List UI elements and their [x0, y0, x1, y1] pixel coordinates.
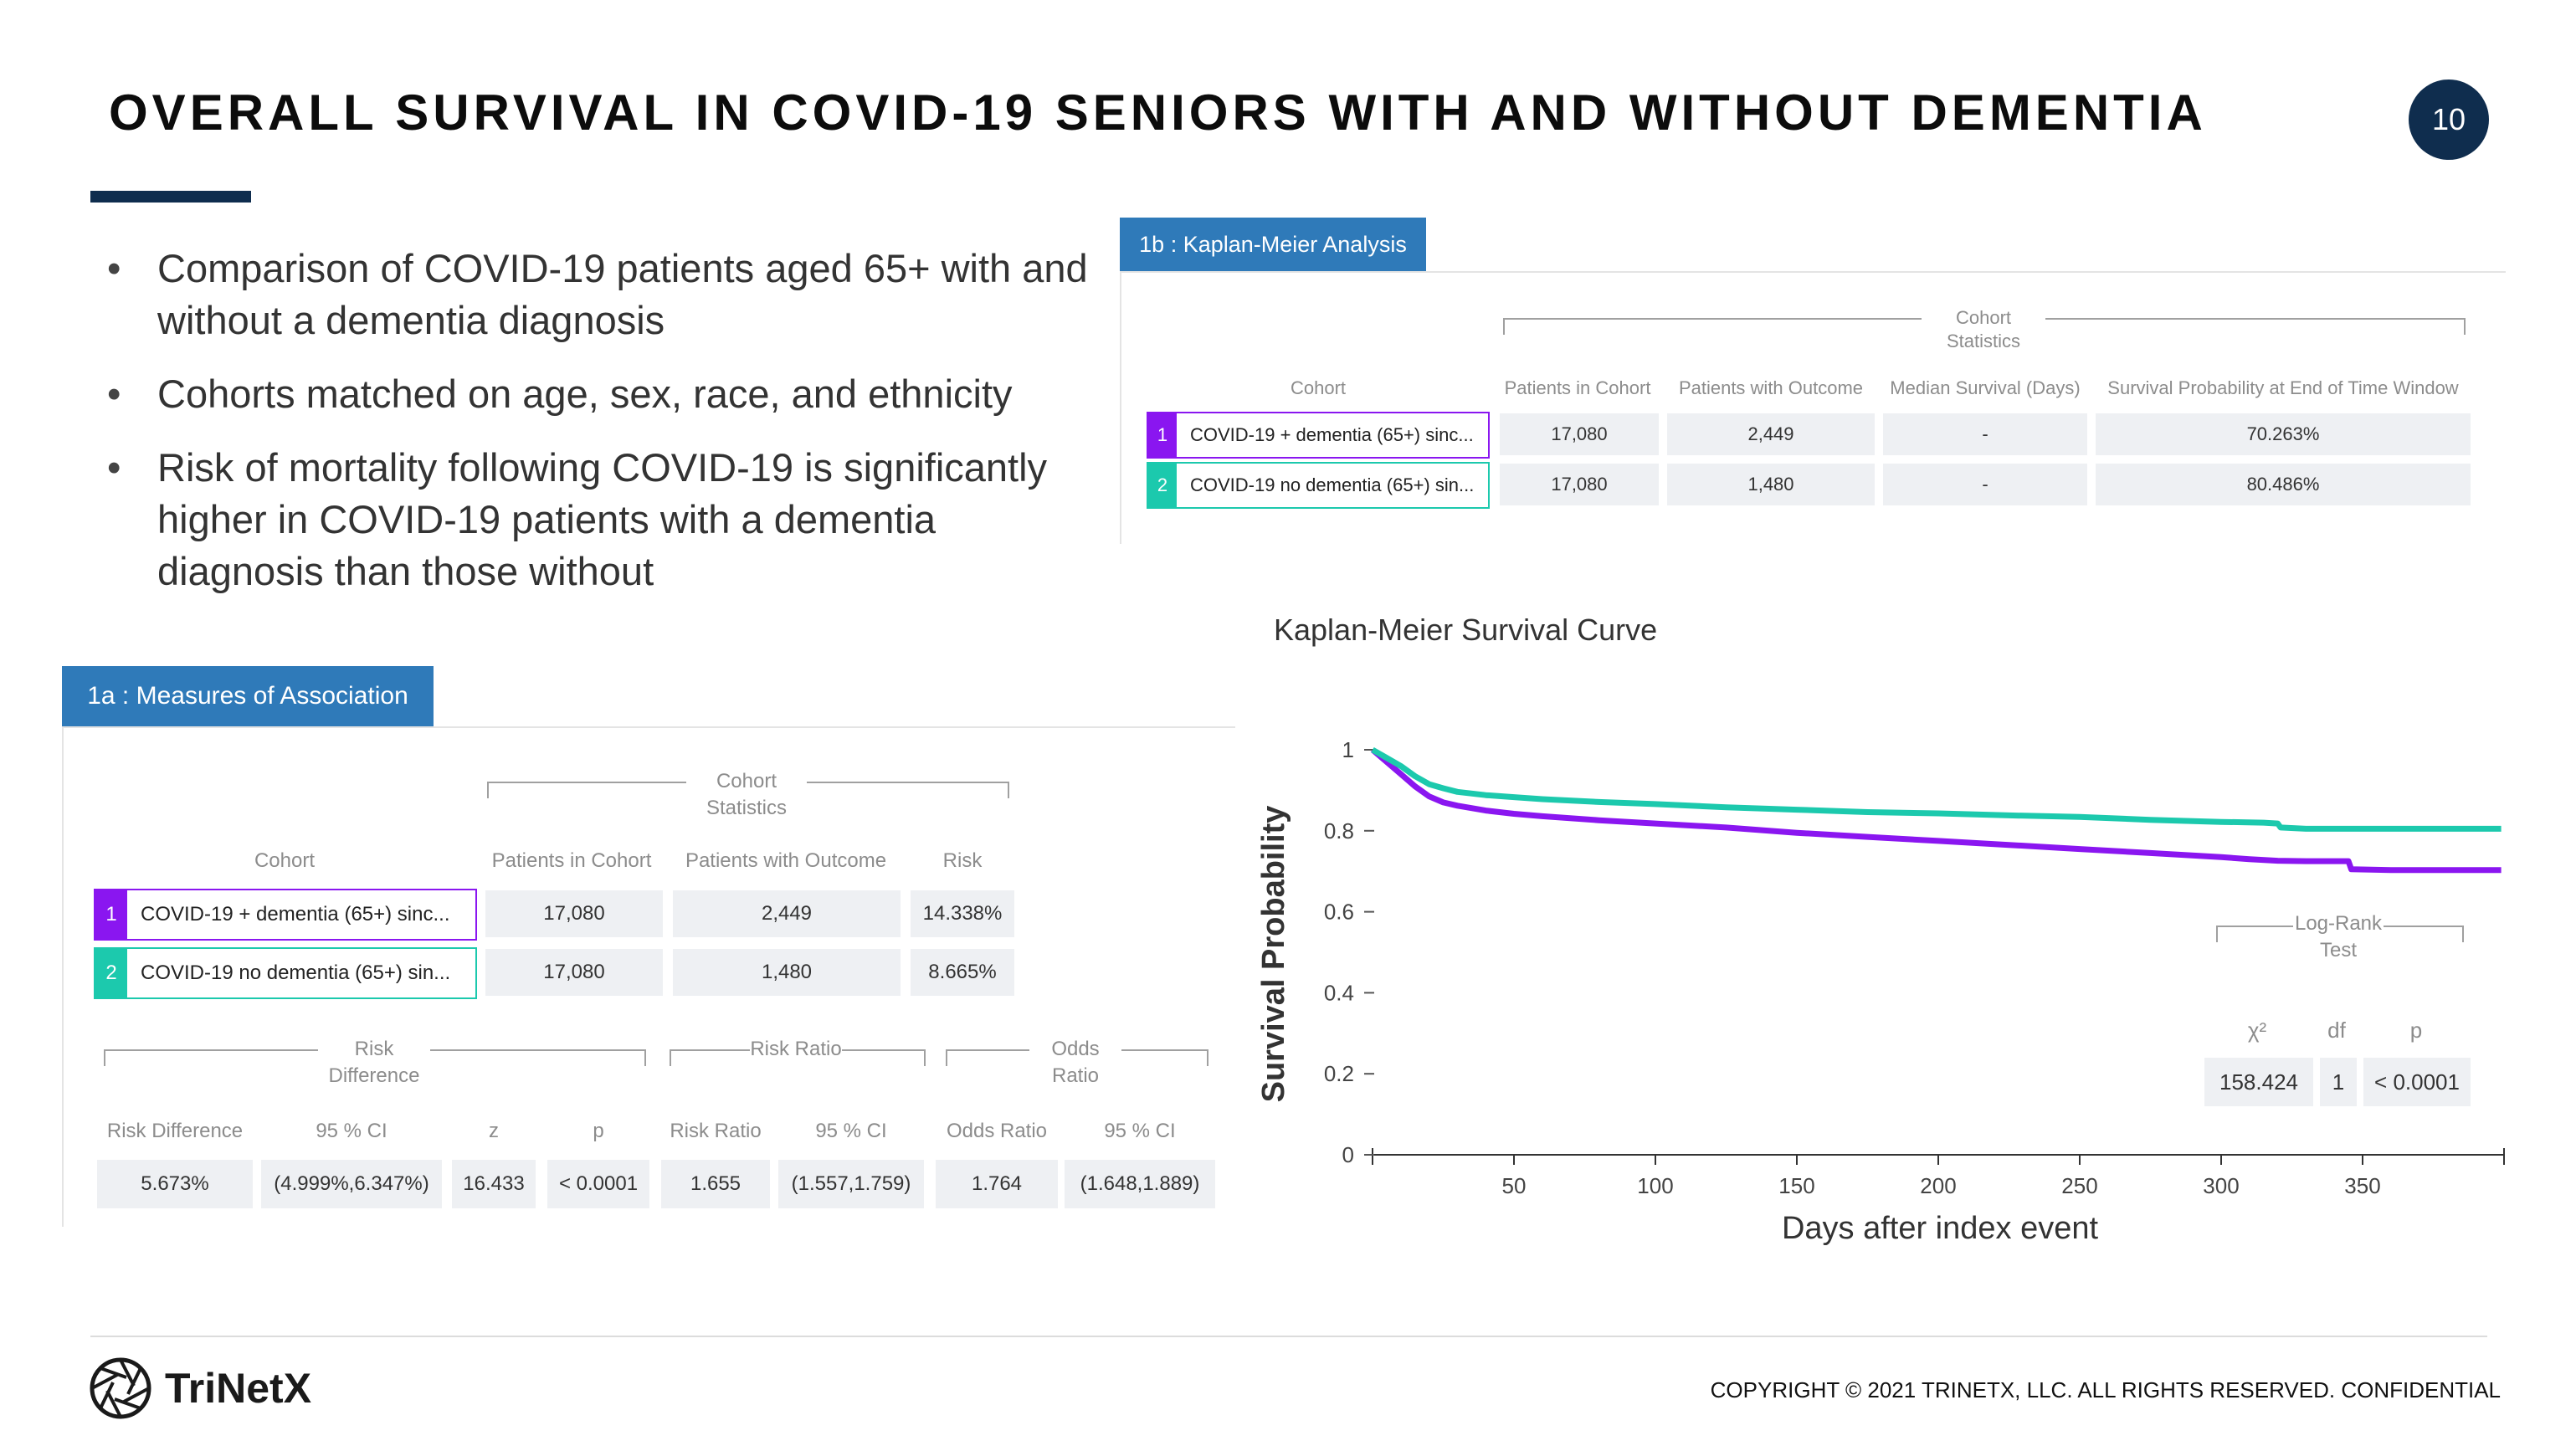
logrank-label: Log-Rank Test: [2293, 910, 2384, 964]
y-tick-label: 0.2: [1324, 1061, 1354, 1086]
km-cell-outcome: 1,480: [1667, 464, 1875, 505]
page-number-badge: 10: [2409, 79, 2489, 160]
cohort-number: 2: [1148, 464, 1177, 507]
panel-divider: [1120, 271, 2506, 273]
trinetx-logo: TriNetX: [88, 1356, 311, 1421]
km-cell-survival: 70.263%: [2096, 413, 2471, 455]
cell-risk: 8.665%: [911, 949, 1014, 996]
series-line-2: [1371, 746, 2502, 832]
value-rr-ci: (1.557,1.759): [778, 1160, 924, 1208]
x-tick-label: 100: [1637, 1173, 1673, 1198]
cell-outcome: 1,480: [673, 949, 901, 996]
logrank-value-chi2: 158.424: [2204, 1058, 2313, 1106]
header-patients-in-cohort: Patients in Cohort: [491, 849, 652, 872]
y-tick-label: 1: [1342, 737, 1354, 762]
km-cell-median: -: [1883, 413, 2087, 455]
tab-measures-of-association[interactable]: 1a : Measures of Association: [62, 666, 434, 726]
panel-border: [1120, 271, 1121, 544]
tab-kaplan-meier-analysis[interactable]: 1b : Kaplan-Meier Analysis: [1120, 218, 1426, 271]
km-cell-median: -: [1883, 464, 2087, 505]
y-tick-label: 0.6: [1324, 900, 1354, 925]
logrank-header-p: p: [2409, 1018, 2423, 1043]
x-tick-label: 250: [2061, 1173, 2097, 1198]
header-risk-difference: Risk Difference: [106, 1120, 244, 1142]
value-risk-difference: 5.673%: [97, 1160, 253, 1208]
bullet-list: Comparison of COVID-19 patients aged 65+…: [100, 243, 1096, 619]
odds-ratio-label: Odds Ratio: [1029, 1036, 1121, 1090]
cell-risk: 14.338%: [911, 890, 1014, 937]
value-odds-ratio: 1.764: [936, 1160, 1058, 1208]
km-header-median-survival: Median Survival (Days): [1890, 377, 2081, 398]
cohort-number: 1: [1148, 413, 1177, 457]
cohort-chip-1[interactable]: 1 COVID-19 + dementia (65+) sinc...: [94, 889, 477, 941]
risk-ratio-label: Risk Ratio: [750, 1036, 842, 1063]
y-tick-label: 0.4: [1324, 980, 1354, 1005]
x-axis-label: Days after index event: [1782, 1211, 2099, 1246]
value-risk-ratio: 1.655: [661, 1160, 770, 1208]
cohort-number: 1: [95, 890, 127, 939]
km-cohort-chip-2[interactable]: 2 COVID-19 no dementia (65+) sin...: [1147, 462, 1490, 509]
cohort-chip-2[interactable]: 2 COVID-19 no dementia (65+) sin...: [94, 947, 477, 999]
panel-divider: [62, 726, 1235, 728]
km-header-patients-in-cohort: Patients in Cohort: [1504, 377, 1651, 398]
logrank-header-chi2: χ²: [2247, 1018, 2267, 1043]
km-cell-survival: 80.486%: [2096, 464, 2471, 505]
logrank-header-df: df: [2327, 1018, 2346, 1043]
km-header-cohort: Cohort: [1290, 377, 1347, 398]
series-line-1: [1370, 747, 2502, 874]
copyright-text: COPYRIGHT © 2021 TRINETX, LLC. ALL RIGHT…: [1710, 1377, 2501, 1402]
km-header-patients-with-outcome: Patients with Outcome: [1678, 377, 1864, 398]
y-tick-label: 0.8: [1324, 818, 1354, 844]
km-cohort-stats-label: Cohort Statistics: [1922, 306, 2045, 353]
km-cohort-chip-1[interactable]: 1 COVID-19 + dementia (65+) sinc...: [1147, 412, 1490, 459]
title-accent-bar: [90, 191, 251, 203]
footer-divider: [90, 1336, 2487, 1337]
header-patients-with-outcome: Patients with Outcome: [685, 849, 887, 872]
header-rd-ci: 95 % CI: [316, 1120, 387, 1142]
bullet-item: Comparison of COVID-19 patients aged 65+…: [100, 243, 1096, 346]
value-or-ci: (1.648,1.889): [1065, 1160, 1215, 1208]
risk-difference-label: Risk Difference: [318, 1036, 430, 1090]
header-odds-ratio: Odds Ratio: [946, 1120, 1048, 1142]
value-z: 16.433: [452, 1160, 536, 1208]
x-tick-label: 150: [1778, 1173, 1814, 1198]
slide-title: OVERALL SURVIVAL IN COVID-19 SENIORS WIT…: [109, 85, 2207, 141]
cohort-stats-label: Cohort Statistics: [686, 768, 807, 822]
x-tick-label: 350: [2344, 1173, 2380, 1198]
cell-patients: 17,080: [485, 949, 663, 996]
logrank-value-p: < 0.0001: [2363, 1058, 2471, 1106]
cohort-number: 2: [95, 949, 127, 997]
cell-patients: 17,080: [485, 890, 663, 937]
bullet-item: Risk of mortality following COVID-19 is …: [100, 442, 1096, 597]
panel-border: [62, 726, 64, 1227]
y-tick-label: 0: [1342, 1142, 1354, 1167]
header-z: z: [489, 1120, 499, 1142]
header-or-ci: 95 % CI: [1104, 1120, 1176, 1142]
header-cohort: Cohort: [254, 849, 316, 872]
header-risk: Risk: [942, 849, 983, 872]
km-cell-outcome: 2,449: [1667, 413, 1875, 455]
header-risk-ratio: Risk Ratio: [670, 1120, 762, 1142]
header-rr-ci: 95 % CI: [815, 1120, 887, 1142]
cell-outcome: 2,449: [673, 890, 901, 937]
km-cell-patients: 17,080: [1500, 413, 1659, 455]
aperture-icon: [90, 1357, 151, 1419]
x-tick-label: 200: [1920, 1173, 1956, 1198]
logrank-value-df: 1: [2320, 1058, 2357, 1106]
km-cell-patients: 17,080: [1500, 464, 1659, 505]
x-tick-label: 50: [1502, 1173, 1527, 1198]
km-header-survival-probability: Survival Probability at End of Time Wind…: [2107, 377, 2459, 398]
chart-title: Kaplan-Meier Survival Curve: [1274, 613, 1658, 647]
y-axis-label: Survival Probability: [1256, 806, 1291, 1103]
x-tick-label: 300: [2203, 1173, 2239, 1198]
header-p: p: [593, 1120, 604, 1142]
value-p: < 0.0001: [547, 1160, 649, 1208]
bullet-item: Cohorts matched on age, sex, race, and e…: [100, 368, 1096, 420]
value-rd-ci: (4.999%,6.347%): [261, 1160, 442, 1208]
